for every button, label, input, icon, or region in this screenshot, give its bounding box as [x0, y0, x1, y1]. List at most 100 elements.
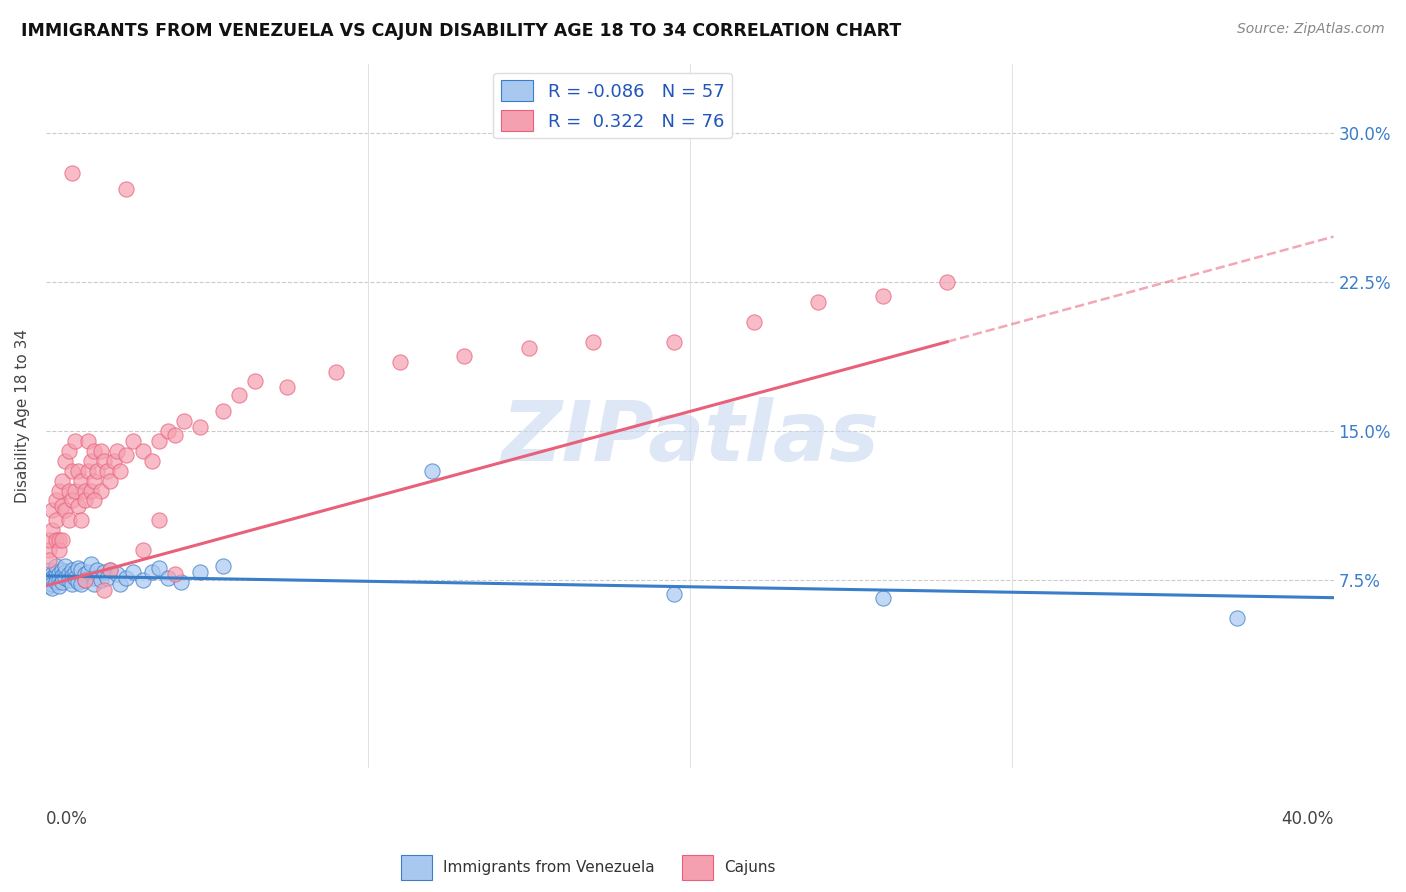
Point: [80, 454, 103, 468]
Point: [51, 500, 73, 514]
Text: Cajuns: Cajuns: [724, 861, 776, 875]
Point: [58, 483, 80, 498]
Point: [38, 533, 60, 548]
Point: [96, 464, 118, 478]
Point: [131, 573, 153, 587]
Point: [51, 474, 73, 488]
Point: [122, 434, 145, 448]
Point: [70, 513, 93, 527]
Point: [872, 289, 894, 303]
Point: [73, 483, 96, 498]
Point: [60, 464, 83, 478]
Point: [662, 587, 685, 601]
Point: [60, 576, 83, 591]
Point: [41, 576, 63, 591]
Point: [60, 563, 83, 577]
Point: [48, 573, 70, 587]
Point: [48, 566, 70, 581]
Point: [148, 513, 170, 527]
Point: [131, 443, 153, 458]
Point: [41, 503, 63, 517]
Point: [108, 464, 131, 478]
Point: [93, 454, 115, 468]
Point: [90, 443, 112, 458]
Point: [86, 464, 108, 478]
Point: [45, 565, 67, 579]
Point: [115, 571, 138, 585]
Point: [190, 420, 212, 434]
Point: [60, 493, 83, 508]
Point: [48, 533, 70, 548]
Point: [807, 295, 830, 310]
Point: [45, 574, 67, 589]
Point: [60, 569, 83, 583]
Point: [58, 513, 80, 527]
Point: [936, 275, 959, 289]
Point: [80, 483, 103, 498]
Point: [163, 566, 186, 581]
Point: [38, 579, 60, 593]
Point: [103, 454, 125, 468]
Point: [582, 334, 605, 349]
Point: [73, 493, 96, 508]
Point: [41, 581, 63, 595]
Point: [83, 576, 105, 591]
Point: [51, 574, 73, 589]
Point: [70, 563, 93, 577]
Point: [662, 334, 685, 349]
Point: [76, 464, 98, 478]
Point: [83, 493, 105, 508]
Point: [245, 375, 267, 389]
Point: [872, 591, 894, 605]
Point: [98, 474, 121, 488]
Point: [453, 349, 475, 363]
Point: [108, 576, 131, 591]
Point: [141, 565, 163, 579]
Text: 40.0%: 40.0%: [1281, 810, 1333, 828]
Point: [67, 464, 90, 478]
Point: [115, 448, 138, 462]
Point: [53, 454, 76, 468]
Point: [58, 566, 80, 581]
Point: [76, 565, 98, 579]
Point: [48, 579, 70, 593]
Point: [105, 443, 128, 458]
Point: [83, 474, 105, 488]
Point: [73, 573, 96, 587]
Point: [742, 315, 765, 329]
Point: [38, 543, 60, 558]
Point: [98, 563, 121, 577]
Point: [53, 558, 76, 573]
Point: [53, 565, 76, 579]
Point: [45, 493, 67, 508]
Point: [73, 573, 96, 587]
Point: [212, 558, 235, 573]
Point: [67, 574, 90, 589]
Point: [48, 543, 70, 558]
Point: [212, 404, 235, 418]
Point: [122, 565, 145, 579]
Point: [48, 483, 70, 498]
Point: [63, 571, 86, 585]
Point: [115, 182, 138, 196]
Point: [67, 500, 90, 514]
Point: [90, 573, 112, 587]
Point: [41, 523, 63, 537]
Point: [41, 571, 63, 585]
Text: IMMIGRANTS FROM VENEZUELA VS CAJUN DISABILITY AGE 18 TO 34 CORRELATION CHART: IMMIGRANTS FROM VENEZUELA VS CAJUN DISAB…: [21, 22, 901, 40]
Point: [70, 576, 93, 591]
Point: [51, 533, 73, 548]
Point: [63, 483, 86, 498]
Point: [70, 474, 93, 488]
Point: [76, 434, 98, 448]
Point: [517, 341, 540, 355]
Y-axis label: Disability Age 18 to 34: Disability Age 18 to 34: [15, 329, 30, 503]
Point: [67, 561, 90, 575]
Point: [148, 561, 170, 575]
Point: [53, 571, 76, 585]
Point: [157, 424, 180, 438]
Point: [63, 565, 86, 579]
Point: [325, 365, 347, 379]
Point: [148, 434, 170, 448]
Point: [1226, 610, 1249, 624]
